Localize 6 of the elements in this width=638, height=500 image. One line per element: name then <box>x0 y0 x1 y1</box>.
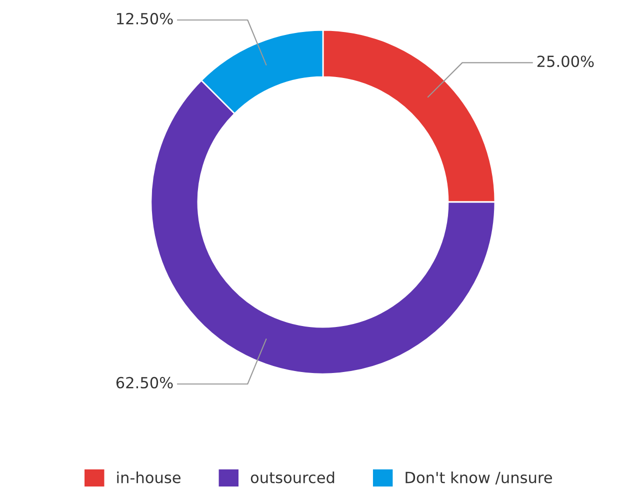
legend-label: outsourced <box>250 471 334 484</box>
data-label: 25.00% <box>537 56 594 68</box>
legend-label: in-house <box>117 471 180 484</box>
data-label: 62.50% <box>116 376 173 388</box>
legend-label: Don't know /unsure <box>406 471 552 484</box>
data-label: 12.50% <box>117 12 173 24</box>
